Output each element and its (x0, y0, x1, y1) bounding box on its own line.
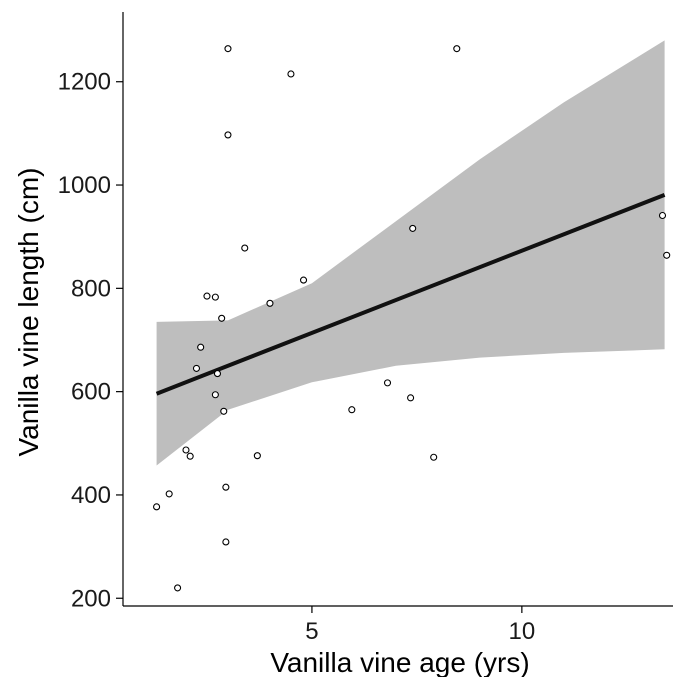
data-point (407, 394, 415, 402)
data-point (348, 406, 356, 414)
data-point (186, 452, 194, 460)
data-point (222, 538, 230, 546)
data-point (192, 364, 201, 372)
fit-line-layer (155, 192, 666, 396)
data-point (197, 343, 205, 351)
data-point (287, 70, 295, 78)
confidence-band-layer (156, 40, 665, 466)
data-point (658, 211, 667, 220)
data-point (224, 45, 232, 53)
y-tick-label: 600 (71, 379, 111, 406)
y-tick-label: 200 (71, 585, 111, 612)
x-tick-label: 5 (305, 618, 318, 645)
data-point (453, 45, 461, 53)
data-point (299, 276, 308, 284)
data-point (203, 292, 211, 300)
data-point (253, 452, 261, 460)
data-point (213, 370, 222, 378)
data-point (174, 584, 182, 592)
data-point (409, 224, 417, 232)
confidence-band (156, 40, 665, 466)
y-tick-label: 400 (71, 482, 111, 509)
data-point (220, 407, 228, 415)
axes-layer (122, 12, 673, 607)
y-axis-title: Vanilla vine length (cm) (13, 168, 44, 457)
data-point (266, 299, 274, 307)
data-point (153, 503, 161, 511)
data-point (430, 453, 438, 461)
x-axis-title: Vanilla vine age (yrs) (270, 647, 529, 677)
data-point (211, 391, 219, 399)
y-ticks-layer: 200 400 600 800 1000 1200 (58, 69, 123, 612)
data-point (211, 293, 219, 301)
x-tick-label: 10 (509, 618, 536, 645)
data-point (165, 490, 173, 498)
data-point (224, 131, 232, 139)
data-point (241, 244, 249, 252)
data-point (222, 483, 230, 491)
y-tick-label: 1000 (58, 172, 111, 199)
data-points-layer (153, 45, 671, 592)
y-tick-label: 1200 (58, 69, 111, 96)
y-tick-label: 800 (71, 275, 111, 302)
data-point (218, 314, 226, 322)
data-point (663, 251, 671, 259)
x-ticks-layer: 5 10 (305, 606, 535, 645)
data-point (383, 379, 392, 387)
data-point (182, 446, 190, 454)
regression-line (155, 192, 666, 396)
